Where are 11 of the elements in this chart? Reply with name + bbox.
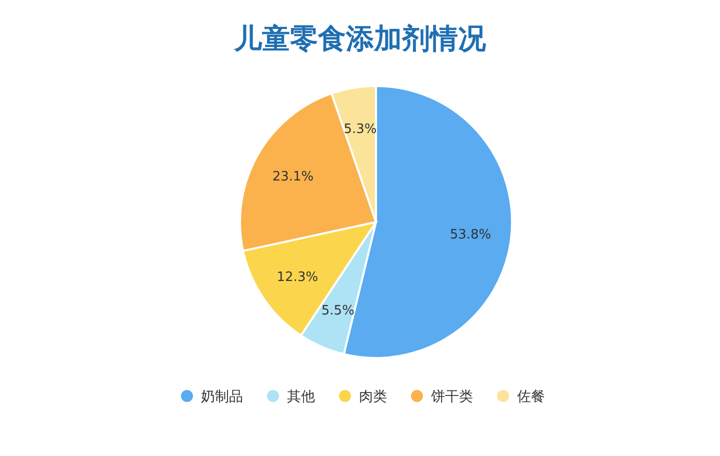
- data-label: 53.8%: [450, 227, 492, 242]
- legend-label: 其他: [287, 389, 315, 405]
- data-label: 5.3%: [344, 122, 377, 138]
- legend-label: 奶制品: [201, 389, 243, 405]
- chart-title: 儿童零食添加剂情况: [233, 22, 487, 55]
- data-label: 12.3%: [276, 270, 318, 285]
- data-label: 5.5%: [321, 303, 354, 318]
- data-label: 23.1%: [272, 169, 314, 184]
- legend-label: 肉类: [359, 389, 387, 405]
- legend-label: 佐餐: [517, 389, 545, 405]
- legend-label: 饼干类: [430, 389, 473, 405]
